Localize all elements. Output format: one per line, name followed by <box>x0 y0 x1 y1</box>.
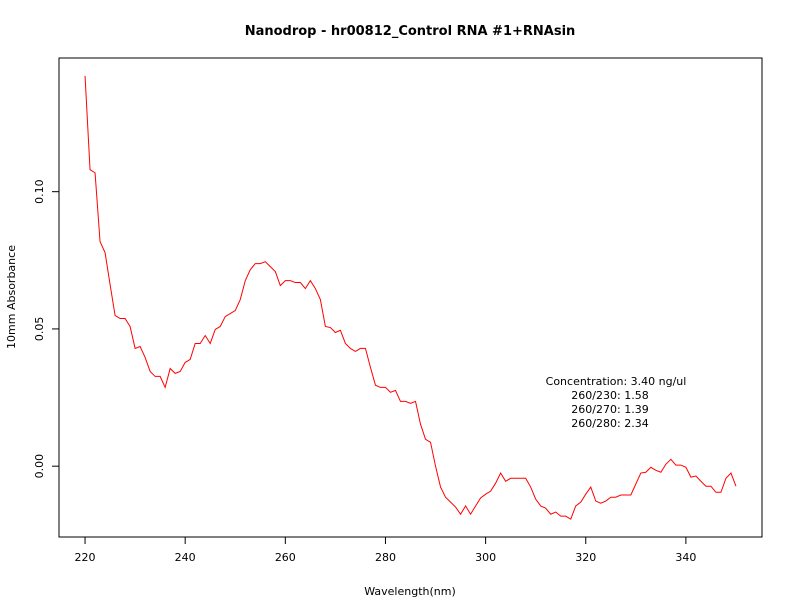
plot-frame <box>58 57 763 538</box>
y-tick-label: 0.05 <box>33 317 46 342</box>
x-tick-label: 220 <box>75 551 96 564</box>
chart-title: Nanodrop - hr00812_Control RNA #1+RNAsin <box>245 24 576 39</box>
x-axis-label: Wavelength(nm) <box>364 585 456 598</box>
annotation-ratio-260-270: 260/270: 1.39 <box>571 403 648 416</box>
absorbance-line <box>84 75 737 520</box>
y-axis-label: 10mm Absorbance <box>5 245 18 349</box>
annotation-ratio-260-280: 260/280: 2.34 <box>571 417 648 430</box>
x-tick-label: 300 <box>475 551 496 564</box>
stats-annotation: Concentration: 3.40 ng/ul 260/230: 1.58 … <box>546 375 687 430</box>
x-tick-label: 340 <box>675 551 696 564</box>
x-tick-label: 320 <box>575 551 596 564</box>
x-tick-label: 240 <box>175 551 196 564</box>
x-tick-label: 280 <box>375 551 396 564</box>
x-axis: 220 240 260 280 300 320 340 <box>75 536 696 564</box>
annotation-ratio-260-230: 260/230: 1.58 <box>571 389 648 402</box>
y-tick-label: 0.00 <box>33 454 46 479</box>
x-tick-label: 260 <box>275 551 296 564</box>
annotation-concentration: Concentration: 3.40 ng/ul <box>546 375 687 388</box>
y-tick-label: 0.10 <box>33 179 46 204</box>
y-axis: 0.00 0.05 0.10 <box>33 179 60 479</box>
